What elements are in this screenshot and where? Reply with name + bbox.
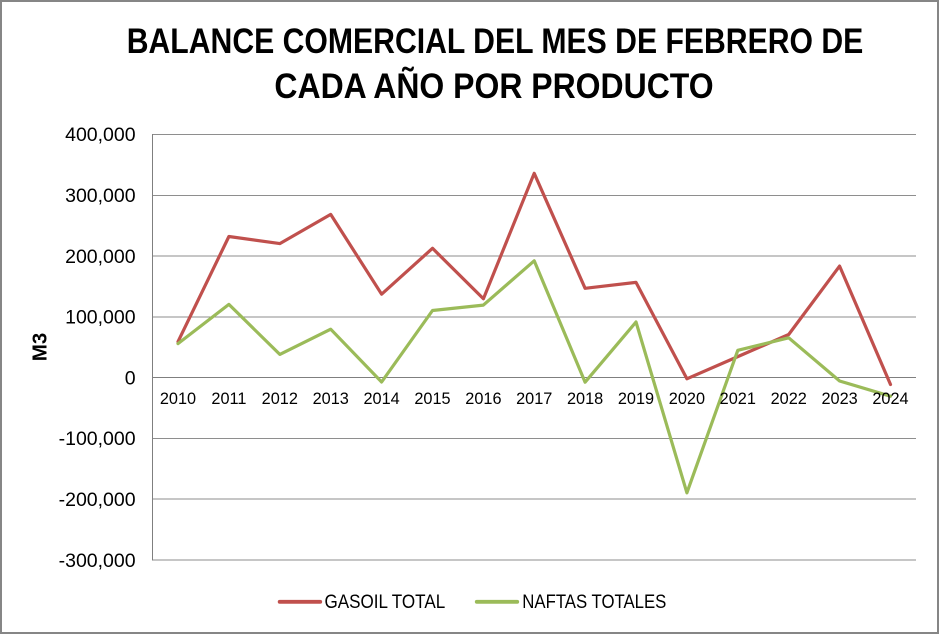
svg-text:-100,000: -100,000 [59,428,136,450]
svg-text:-300,000: -300,000 [59,550,136,572]
svg-text:2018: 2018 [567,390,603,408]
svg-text:NAFTAS TOTALES: NAFTAS TOTALES [522,591,666,612]
svg-text:GASOIL TOTAL: GASOIL TOTAL [325,590,446,612]
svg-text:2013: 2013 [313,390,349,408]
svg-text:200,000: 200,000 [65,246,136,268]
svg-text:2023: 2023 [821,390,857,408]
svg-text:2019: 2019 [618,390,654,408]
svg-text:2015: 2015 [414,390,450,408]
svg-text:2011: 2011 [211,390,246,408]
svg-text:M3: M3 [29,333,52,361]
svg-text:2017: 2017 [516,390,552,408]
svg-text:CADA AÑO POR PRODUCTO: CADA AÑO POR PRODUCTO [274,67,713,107]
svg-text:300,000: 300,000 [65,185,136,207]
svg-text:2020: 2020 [669,390,705,408]
svg-text:2021: 2021 [720,390,756,408]
svg-text:2022: 2022 [771,390,807,408]
svg-text:0: 0 [125,367,136,389]
svg-text:400,000: 400,000 [65,124,136,146]
svg-text:2024: 2024 [872,390,908,408]
svg-text:-200,000: -200,000 [59,489,136,511]
svg-text:2014: 2014 [363,390,399,408]
svg-text:2010: 2010 [160,390,196,408]
svg-text:100,000: 100,000 [65,307,136,329]
svg-text:2016: 2016 [465,390,501,408]
svg-text:BALANCE COMERCIAL DEL MES DE F: BALANCE COMERCIAL DEL MES DE FEBRERO DE [127,21,864,61]
svg-text:2012: 2012 [262,390,298,408]
